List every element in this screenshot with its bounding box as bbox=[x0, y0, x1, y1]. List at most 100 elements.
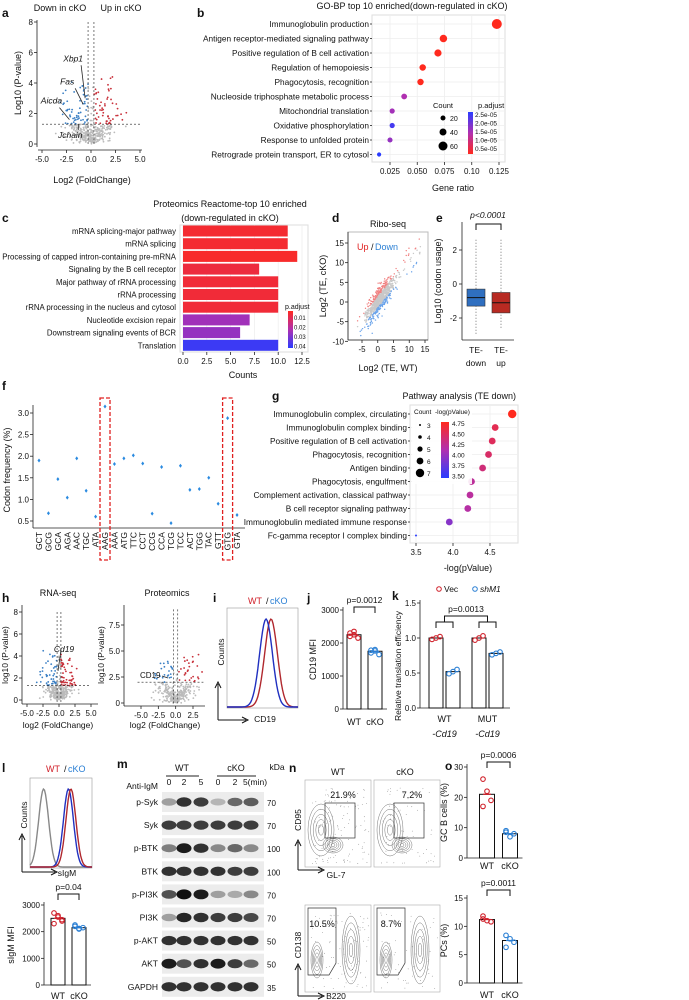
point-down bbox=[369, 321, 372, 324]
event-dot bbox=[339, 948, 341, 950]
point-up bbox=[380, 289, 382, 291]
data-point bbox=[480, 633, 486, 639]
point-not-significant bbox=[78, 133, 80, 135]
point-down bbox=[78, 117, 80, 119]
contour bbox=[379, 941, 393, 979]
event-dot bbox=[411, 849, 413, 850]
point-not-significant bbox=[52, 688, 55, 691]
point-up bbox=[62, 663, 65, 666]
y-tick-label: 0 bbox=[14, 696, 19, 705]
contour bbox=[314, 952, 320, 968]
bar bbox=[183, 276, 279, 288]
point-not-significant bbox=[378, 295, 381, 297]
event-dot bbox=[365, 985, 367, 987]
point-up bbox=[395, 267, 397, 270]
event-dot bbox=[349, 861, 351, 863]
point-down bbox=[52, 667, 55, 669]
point-not-significant bbox=[377, 301, 380, 303]
point-not-significant bbox=[99, 133, 101, 136]
point-up bbox=[386, 278, 389, 280]
y-tick-label: 0 bbox=[29, 140, 34, 149]
point-not-significant bbox=[369, 309, 372, 311]
kda-label: 70 bbox=[267, 891, 276, 900]
point-up bbox=[97, 116, 100, 118]
point-not-significant bbox=[103, 132, 106, 135]
point-down bbox=[70, 81, 73, 84]
point-up bbox=[418, 238, 420, 240]
point-down bbox=[384, 298, 386, 301]
legend-down: Down bbox=[375, 242, 398, 252]
point-down bbox=[167, 674, 170, 677]
event-dot bbox=[344, 827, 345, 828]
treatment-label: Anti-IgM bbox=[126, 781, 158, 791]
event-dot bbox=[431, 975, 433, 977]
point-not-significant bbox=[103, 125, 106, 127]
point-down bbox=[369, 324, 372, 326]
event-dot bbox=[422, 935, 424, 937]
event-dot bbox=[410, 915, 412, 917]
y-tick-label: 30 bbox=[454, 763, 463, 772]
y-tick-label: 2.0 bbox=[18, 452, 30, 461]
legend-size-dot bbox=[440, 115, 446, 121]
event-dot bbox=[366, 960, 367, 962]
histogram-isotype bbox=[29, 787, 92, 868]
point-up bbox=[377, 289, 380, 291]
protein-band bbox=[227, 890, 243, 899]
panel-label: h bbox=[2, 591, 9, 605]
point-down bbox=[369, 316, 371, 319]
point-up bbox=[380, 283, 382, 285]
category-label: mRNA splicing-major pathway bbox=[72, 227, 176, 236]
event-dot bbox=[331, 801, 333, 803]
codon-point bbox=[122, 456, 126, 461]
event-dot bbox=[422, 957, 423, 959]
category-label: Downstream signaling events of BCR bbox=[47, 329, 177, 338]
dot bbox=[491, 19, 502, 29]
event-dot bbox=[390, 791, 392, 793]
contour bbox=[412, 922, 428, 978]
point-not-significant bbox=[94, 125, 97, 128]
group-label: MUT bbox=[478, 714, 498, 724]
event-dot bbox=[386, 914, 387, 916]
point-not-significant bbox=[49, 685, 52, 688]
x-tick-label: 4.5 bbox=[484, 548, 496, 557]
point-not-significant bbox=[379, 297, 381, 299]
event-dot bbox=[386, 861, 388, 863]
protein-band bbox=[243, 890, 259, 899]
point-up bbox=[68, 684, 71, 687]
point-not-significant bbox=[193, 690, 196, 692]
point-up bbox=[191, 661, 194, 664]
point-not-significant bbox=[102, 138, 105, 141]
kda-label: 50 bbox=[267, 938, 276, 947]
point-down bbox=[371, 332, 373, 335]
point-up bbox=[178, 670, 180, 673]
point-not-significant bbox=[124, 125, 127, 128]
point-down bbox=[47, 681, 50, 683]
y-axis-title: Codon frequency (%) bbox=[2, 427, 12, 512]
point-up bbox=[63, 681, 65, 684]
point-not-significant bbox=[382, 289, 385, 291]
point-down bbox=[359, 330, 361, 333]
protein-band bbox=[210, 958, 226, 969]
point-not-significant bbox=[43, 690, 45, 693]
point-down bbox=[169, 673, 172, 676]
point-up bbox=[98, 104, 101, 107]
event-dot bbox=[407, 982, 409, 984]
point-not-significant bbox=[108, 125, 111, 127]
contour bbox=[391, 836, 413, 854]
event-dot bbox=[354, 791, 355, 793]
point-up bbox=[390, 277, 392, 280]
x-tick-label: down bbox=[466, 358, 487, 368]
protein-band bbox=[176, 935, 192, 946]
event-dot bbox=[363, 789, 364, 791]
colorbar-tick-label: 0.04 bbox=[294, 345, 306, 351]
point-not-significant bbox=[57, 687, 60, 690]
point-down bbox=[81, 85, 84, 87]
point-not-significant bbox=[185, 693, 188, 696]
colorbar-tick-label: 1.5e-05 bbox=[475, 129, 497, 136]
contour bbox=[324, 838, 342, 852]
event-dot bbox=[362, 852, 364, 854]
event-dot bbox=[321, 847, 323, 849]
point-down bbox=[79, 86, 82, 89]
event-dot bbox=[398, 972, 399, 973]
data-point bbox=[376, 651, 382, 658]
